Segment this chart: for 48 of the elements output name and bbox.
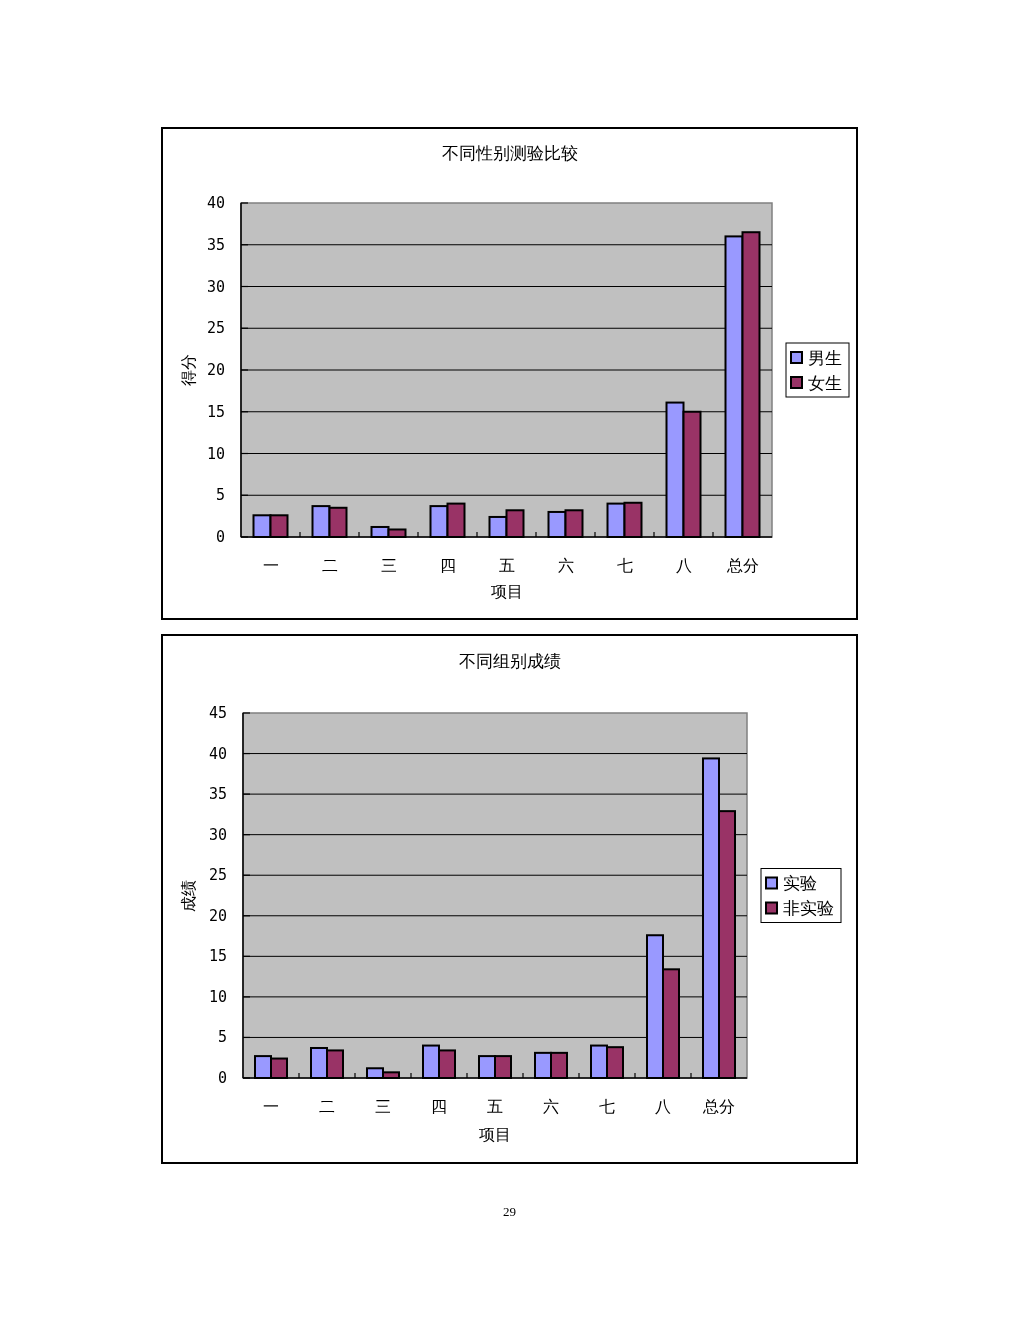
chart-title: 不同组别成绩 — [458, 651, 561, 671]
x-tick-label: 八 — [675, 555, 692, 575]
legend-label: 非实验 — [783, 898, 834, 918]
legend-label: 实验 — [783, 873, 817, 893]
x-tick-label: 一 — [262, 555, 279, 575]
y-tick-label: 0 — [217, 1069, 227, 1087]
x-tick-label: 四 — [439, 555, 456, 575]
x-tick-label: 一 — [263, 1096, 279, 1116]
x-tick-label: 三 — [380, 555, 397, 575]
y-tick-label: 40 — [208, 744, 227, 763]
legend-label: 女生 — [808, 372, 842, 393]
chart-title: 不同性别测验比较 — [441, 143, 578, 163]
x-axis-title: 项目 — [479, 1124, 511, 1144]
y-tick-label: 40 — [206, 194, 225, 212]
x-tick-label: 七 — [616, 555, 633, 575]
x-tick-label: 五 — [498, 555, 515, 575]
x-tick-label: 三 — [375, 1096, 391, 1116]
y-tick-label: 25 — [208, 866, 227, 885]
y-tick-label: 45 — [208, 704, 227, 722]
x-tick-label: 六 — [557, 555, 574, 575]
y-tick-label: 20 — [208, 906, 227, 925]
y-axis-title: 成绩 — [178, 879, 198, 912]
y-tick-label: 5 — [217, 1028, 227, 1047]
x-tick-label: 二 — [321, 555, 338, 575]
text: 29 — [503, 1203, 516, 1219]
x-tick-label: 六 — [543, 1096, 559, 1116]
y-tick-label: 15 — [208, 947, 227, 966]
x-tick-label: 四 — [431, 1096, 447, 1116]
x-tick-label: 二 — [319, 1096, 335, 1116]
y-tick-label: 20 — [206, 361, 225, 379]
x-tick-label: 八 — [655, 1096, 671, 1116]
y-tick-label: 15 — [206, 402, 225, 421]
y-tick-label: 35 — [206, 235, 225, 254]
y-tick-label: 10 — [208, 987, 227, 1006]
y-tick-label: 10 — [206, 444, 225, 463]
x-tick-label: 七 — [599, 1096, 615, 1116]
y-tick-label: 35 — [208, 785, 227, 804]
x-tick-label: 五 — [487, 1096, 503, 1116]
y-tick-label: 5 — [215, 486, 225, 505]
y-tick-label: 30 — [206, 277, 225, 296]
y-tick-label: 0 — [215, 528, 225, 546]
x-tick-label: 总分 — [702, 1096, 735, 1116]
y-tick-label: 30 — [208, 825, 227, 844]
y-tick-label: 25 — [206, 319, 225, 338]
x-tick-label: 总分 — [725, 555, 759, 575]
x-axis-title: 项目 — [490, 581, 523, 601]
y-axis-title: 得分 — [178, 354, 198, 386]
legend-label: 男生 — [808, 347, 842, 368]
